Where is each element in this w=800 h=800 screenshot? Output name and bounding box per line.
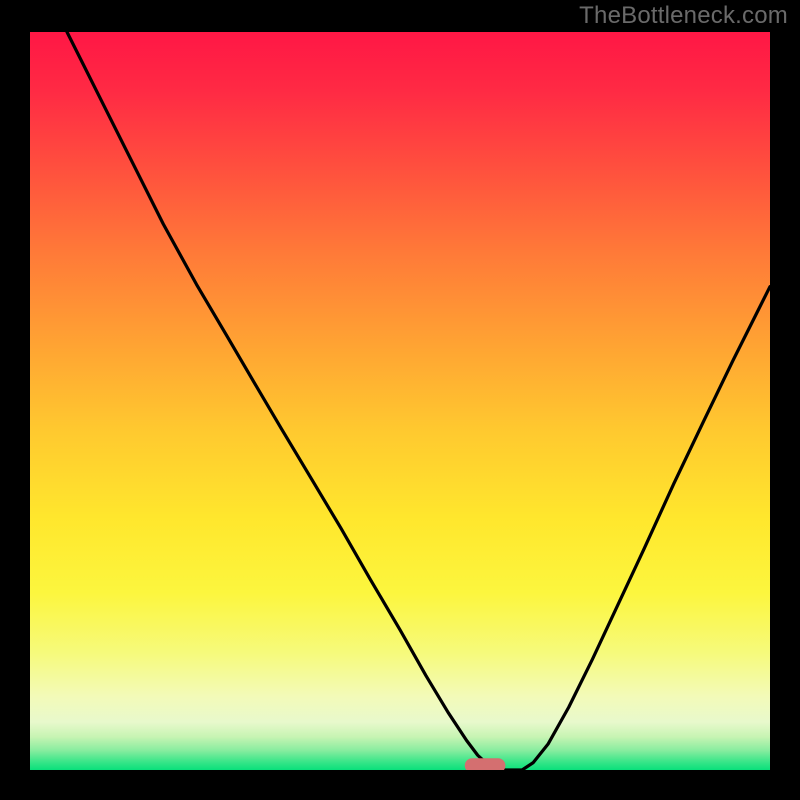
gradient-background	[30, 32, 770, 770]
bottleneck-chart	[0, 0, 800, 800]
watermark-text: TheBottleneck.com	[579, 2, 788, 30]
plot-area	[30, 32, 770, 773]
